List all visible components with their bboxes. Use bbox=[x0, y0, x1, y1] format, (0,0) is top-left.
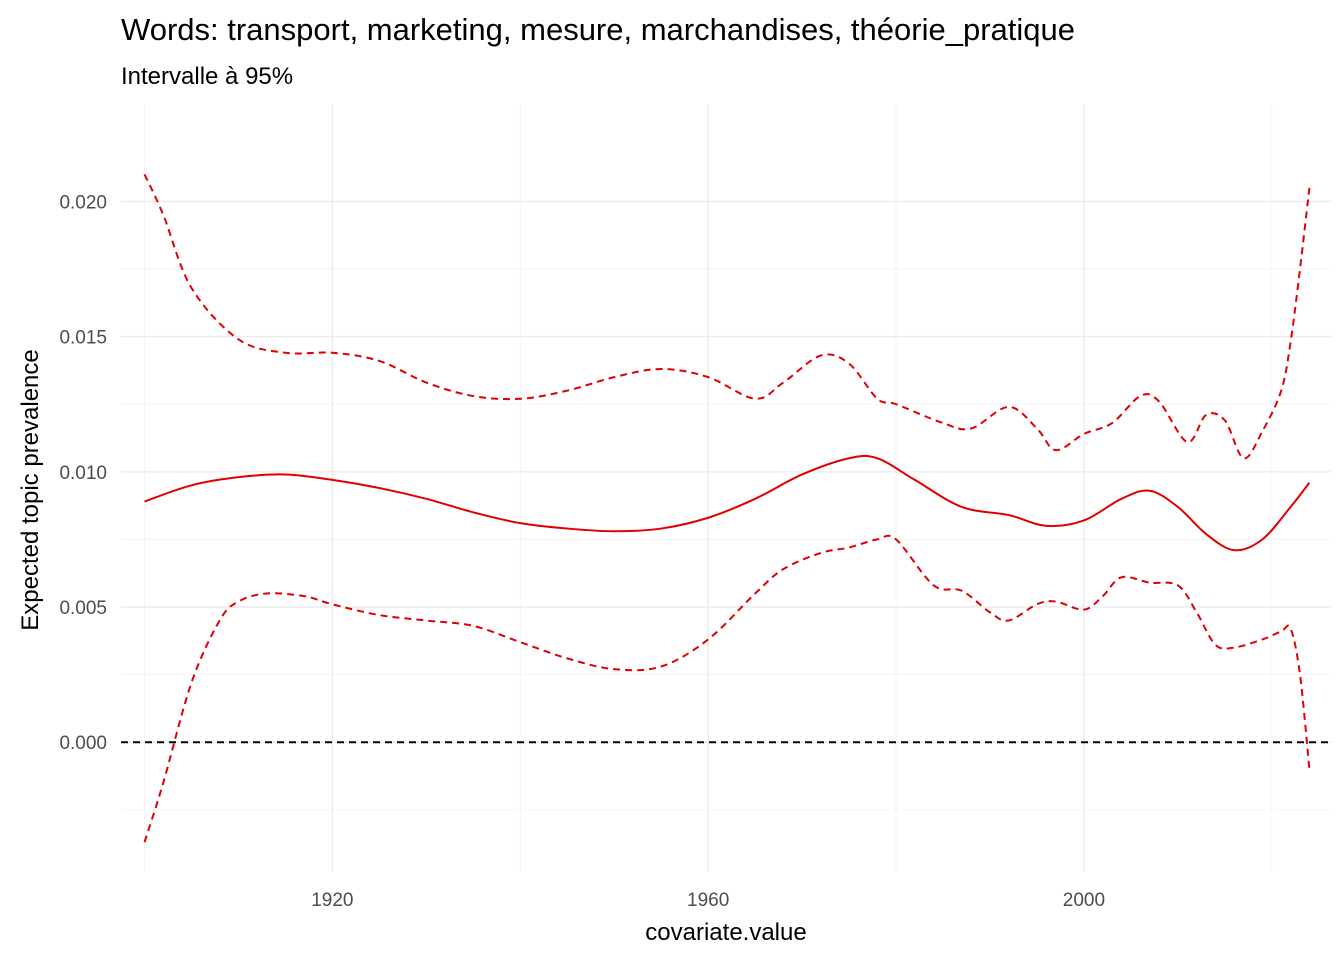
estimate-line bbox=[144, 454, 1311, 552]
x-axis-title: covariate.value bbox=[645, 919, 806, 946]
x-axis-ticks: 1920 1960 2000 bbox=[311, 890, 1105, 911]
x-tick-label: 1920 bbox=[311, 890, 353, 911]
grid-minor bbox=[121, 104, 1331, 872]
chart-subtitle: Intervalle à 95% bbox=[121, 63, 293, 90]
x-tick-label: 2000 bbox=[1063, 890, 1105, 911]
y-tick-label: 0.005 bbox=[59, 598, 107, 619]
upper-ci-line bbox=[143, 173, 1311, 460]
y-axis-title: Expected topic prevalence bbox=[17, 349, 44, 631]
y-tick-label: 0.010 bbox=[59, 463, 107, 484]
x-tick-label: 1960 bbox=[687, 890, 729, 911]
y-tick-label: 0.020 bbox=[59, 192, 107, 213]
series-layer bbox=[143, 173, 1311, 843]
y-tick-label: 0.000 bbox=[59, 733, 107, 754]
y-tick-label: 0.015 bbox=[59, 328, 107, 349]
lower-ci-line bbox=[143, 534, 1311, 843]
y-axis-ticks: 0.000 0.005 0.010 0.015 0.020 bbox=[59, 192, 107, 754]
chart-title: Words: transport, marketing, mesure, mar… bbox=[121, 12, 1075, 47]
